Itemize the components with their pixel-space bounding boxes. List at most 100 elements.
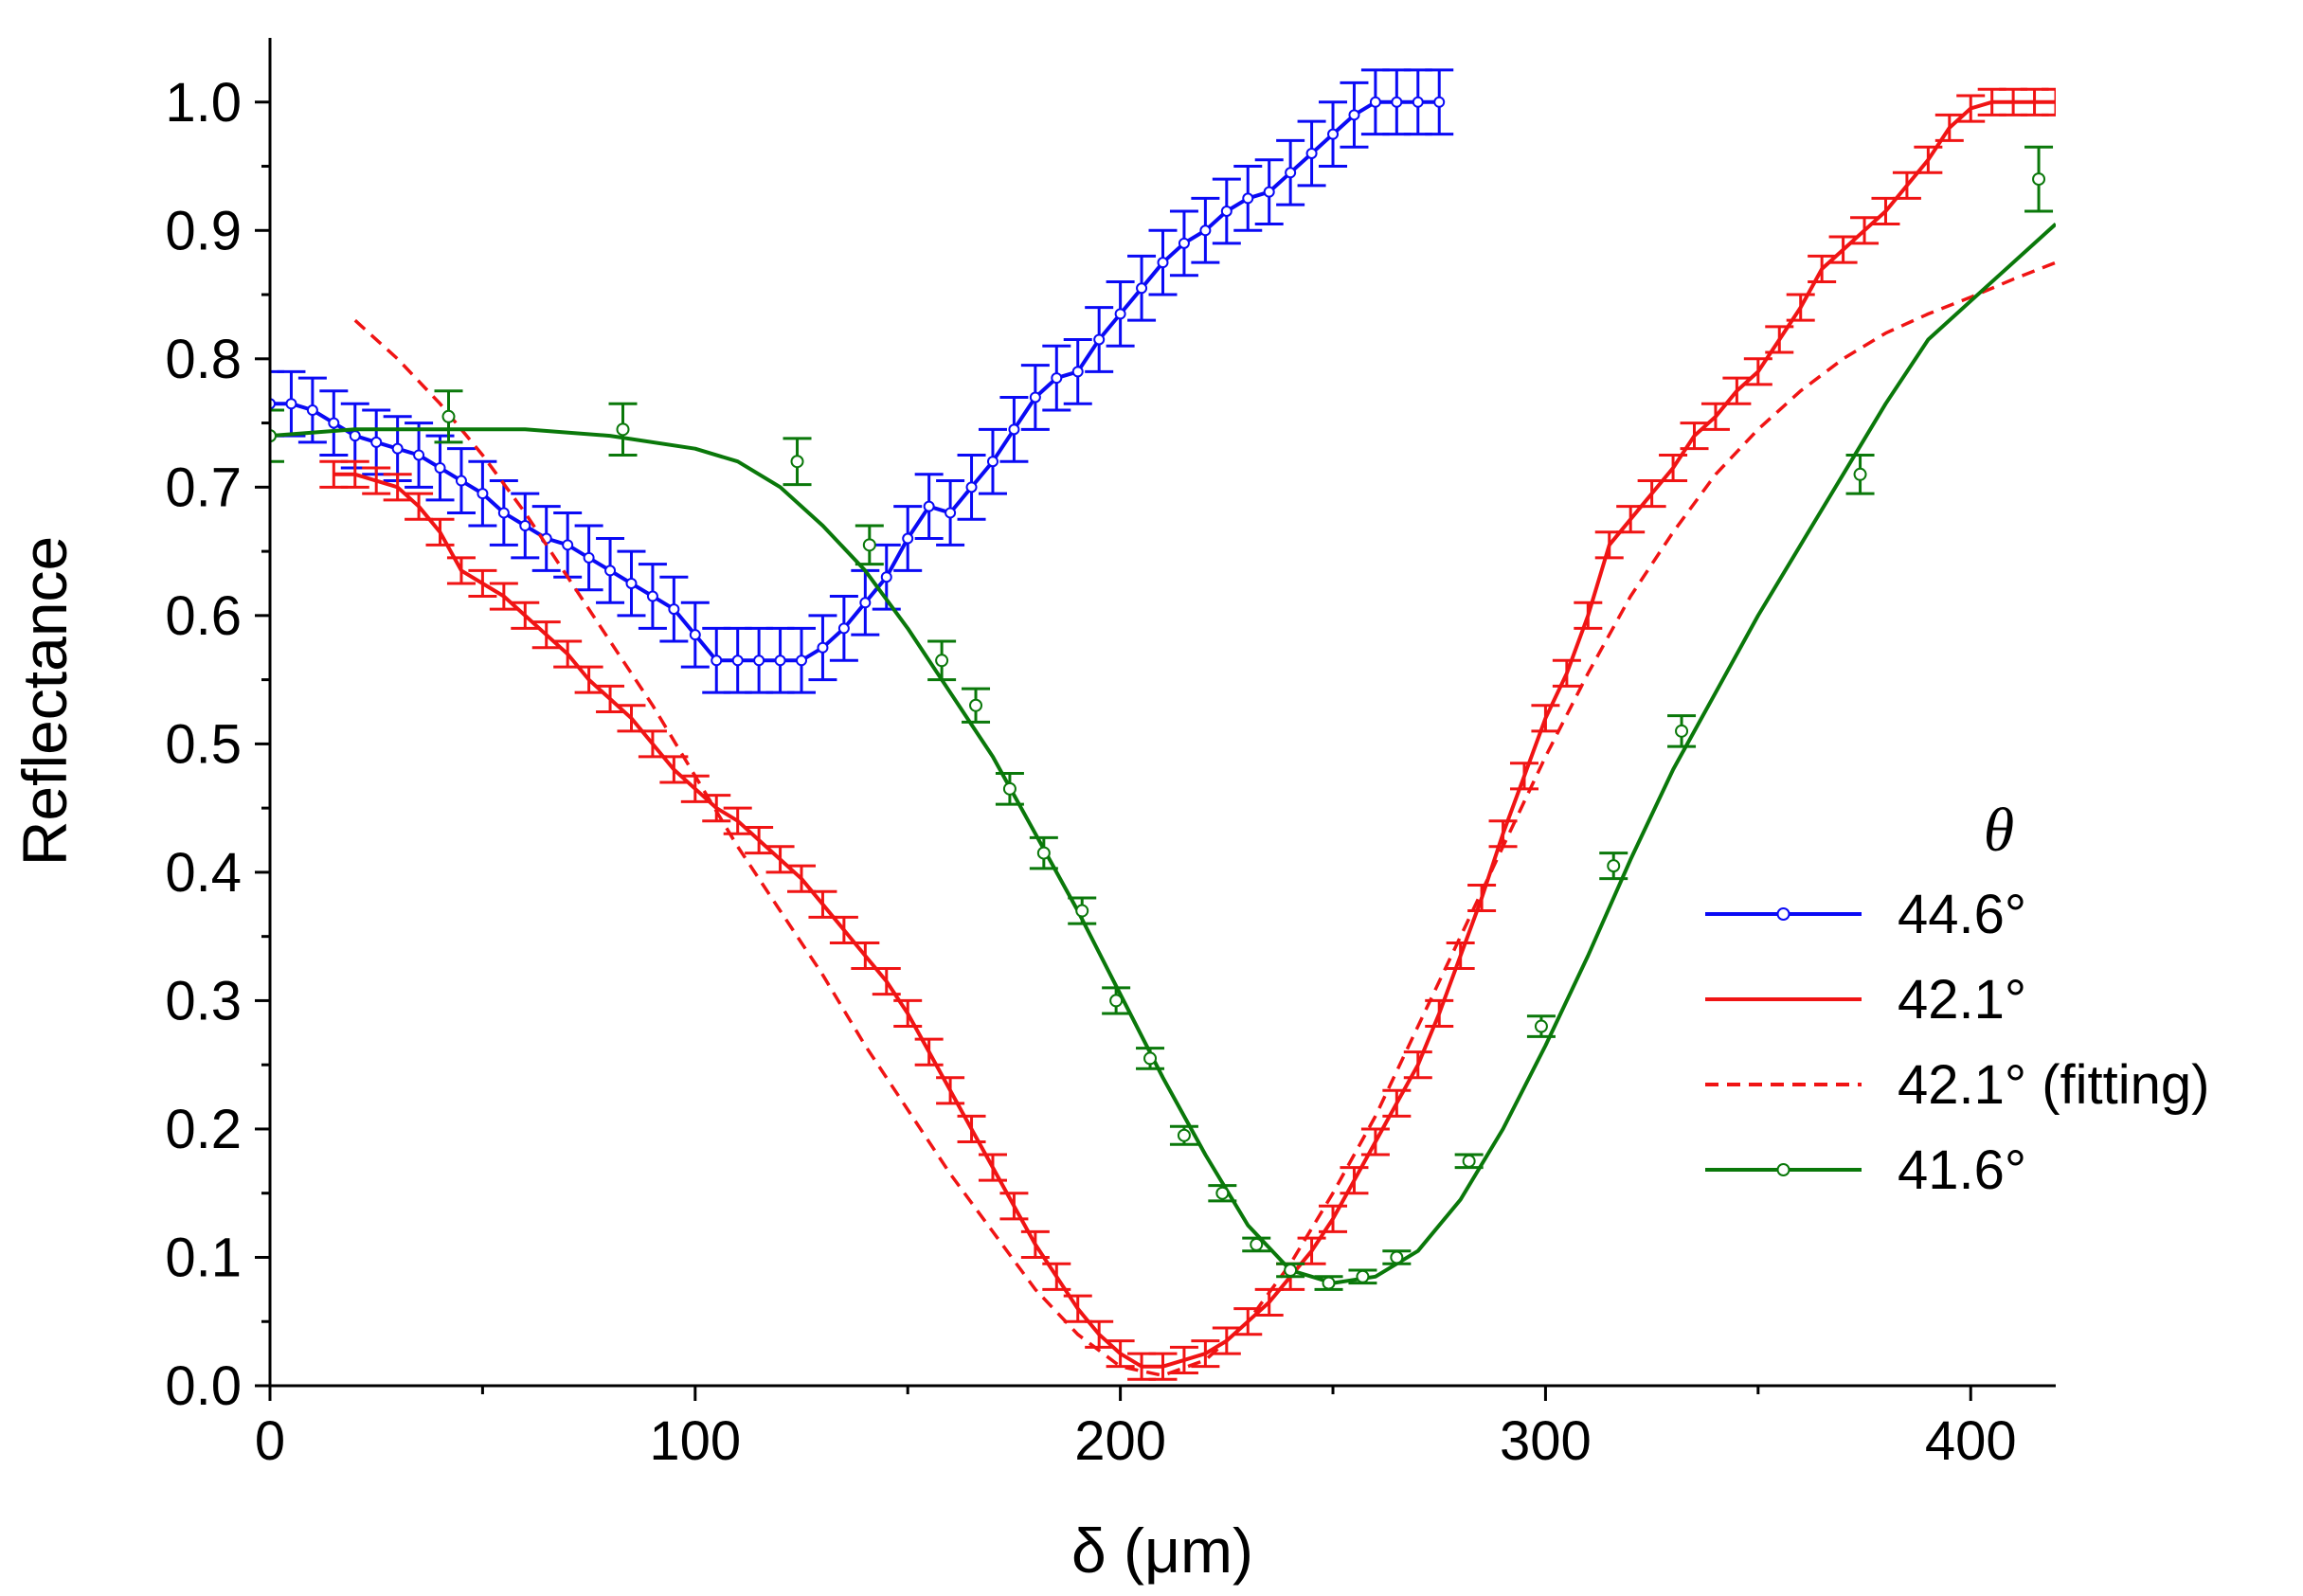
x-tick-label: 200: [1074, 1410, 1166, 1472]
data-point: [753, 655, 765, 667]
y-tick-label: 1.0: [165, 72, 242, 134]
legend-entry: 42.1° (fitting): [1898, 1054, 2209, 1116]
data-point: [349, 430, 361, 442]
data-point: [1242, 192, 1254, 205]
data-point: [1002, 781, 1017, 796]
data-point: [2032, 172, 2046, 187]
data-point: [689, 629, 701, 641]
data-point: [1675, 724, 1689, 738]
data-point: [1071, 366, 1084, 378]
y-tick-label: 0.4: [165, 842, 242, 904]
data-point: [1157, 257, 1169, 269]
data-point: [441, 409, 456, 423]
data-point: [434, 462, 446, 475]
data-point: [1412, 96, 1424, 108]
y-tick-label: 0.8: [165, 329, 242, 390]
data-point: [1029, 391, 1041, 403]
data-point: [1607, 859, 1621, 873]
data-point: [1093, 333, 1106, 346]
legend-entry: 44.6°: [1898, 884, 2026, 945]
x-tick-label: 0: [255, 1410, 285, 1472]
data-point: [1178, 237, 1190, 249]
data-point: [935, 654, 949, 668]
data-point: [817, 641, 829, 654]
data-point: [1391, 96, 1403, 108]
y-tick-label: 0.9: [165, 200, 242, 261]
data-point: [1036, 846, 1051, 860]
data-point: [391, 442, 404, 455]
data-point: [616, 422, 630, 437]
data-point: [1177, 1128, 1191, 1142]
data-point: [1051, 372, 1063, 385]
data-point: [969, 698, 983, 712]
data-point: [902, 532, 914, 545]
data-point: [668, 603, 680, 616]
y-axis-title: Reflectance: [9, 536, 80, 867]
x-tick-label: 300: [1500, 1410, 1592, 1472]
data-point: [859, 597, 872, 609]
data-point: [370, 436, 383, 448]
series-line: [333, 99, 2056, 1369]
y-tick-label: 0.7: [165, 457, 242, 518]
series-line: [270, 99, 1440, 663]
x-axis-title: δ (μm): [1071, 1515, 1253, 1586]
legend-marker: [1776, 1163, 1790, 1176]
legend: θ 44.6° 42.1° 42.1° (fitting) 41.6°: [1705, 796, 2209, 1201]
data-point: [477, 488, 489, 500]
data-point: [1136, 282, 1148, 295]
y-tick-label: 0.5: [165, 713, 242, 775]
data-point: [1220, 205, 1232, 217]
data-point: [519, 519, 531, 531]
legend-marker: [1776, 907, 1790, 921]
data-point: [625, 577, 638, 589]
data-point: [1534, 1019, 1548, 1033]
data-point: [1199, 224, 1212, 237]
data-point: [796, 655, 808, 667]
data-point: [562, 539, 574, 551]
data-point: [1356, 1269, 1370, 1283]
data-point: [1433, 96, 1446, 108]
x-tick-label: 400: [1925, 1410, 2017, 1472]
data-point: [1284, 1264, 1298, 1278]
data-point: [455, 475, 467, 487]
data-point: [1390, 1250, 1404, 1264]
series-line: [270, 223, 2056, 1285]
data-point: [790, 455, 804, 469]
data-point: [1008, 423, 1020, 436]
data-point: [1215, 1186, 1230, 1200]
data-point: [837, 622, 850, 635]
y-tick-label: 0.2: [165, 1099, 242, 1160]
legend-entry: 42.1°: [1898, 969, 2026, 1031]
data-point: [923, 500, 935, 512]
data-point: [583, 551, 595, 564]
y-tick-label: 0.0: [165, 1355, 242, 1417]
data-point: [497, 507, 510, 519]
data-point: [1348, 109, 1360, 121]
data-point: [880, 571, 892, 583]
series-line: [353, 260, 2056, 1377]
legend-title: θ: [1984, 796, 2014, 865]
y-tick-label: 0.6: [165, 585, 242, 647]
data-point: [711, 655, 723, 667]
data-point: [1327, 128, 1340, 140]
data-point: [774, 655, 786, 667]
data-point: [1109, 994, 1124, 1008]
data-point: [285, 398, 297, 410]
data-point: [1114, 308, 1126, 320]
data-point: [306, 404, 318, 417]
y-tick-label: 0.1: [165, 1227, 242, 1288]
data-point: [604, 565, 617, 577]
data-point: [328, 417, 340, 429]
data-point: [413, 449, 425, 461]
data-point: [1285, 167, 1297, 179]
data-point: [646, 590, 658, 602]
data-point: [1853, 467, 1867, 481]
data-point: [1322, 1276, 1336, 1290]
data-point: [731, 655, 744, 667]
y-tick-label: 0.3: [165, 970, 242, 1031]
data-point: [862, 538, 876, 552]
data-point: [986, 456, 999, 468]
data-point: [1369, 96, 1381, 108]
